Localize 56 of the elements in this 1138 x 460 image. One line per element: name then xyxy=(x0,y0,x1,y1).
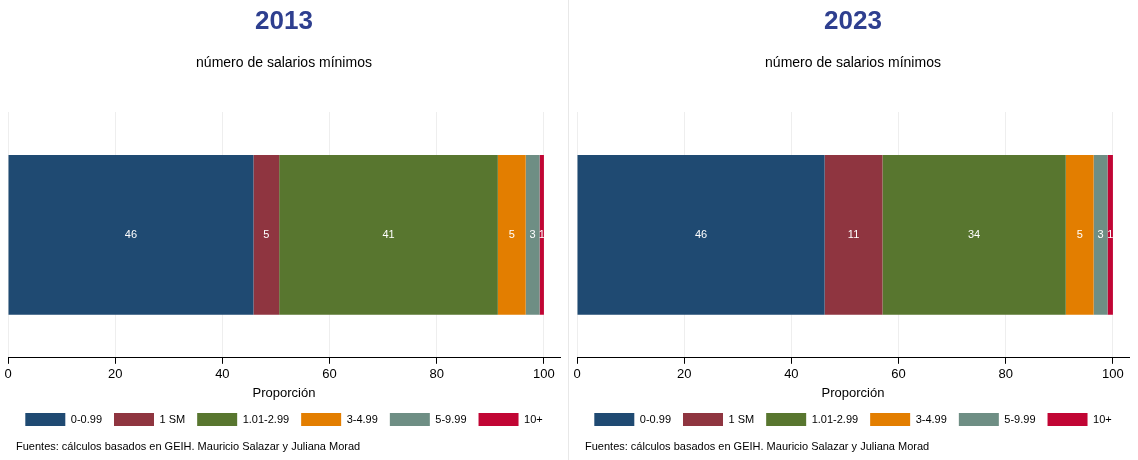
source-note: Fuentes: cálculos basados en GEIH. Mauricio Salazar y Juliana Morad xyxy=(585,440,930,452)
legend-label: 5-9.99 xyxy=(435,412,467,425)
chart-title: 2013 xyxy=(255,4,313,35)
bar xyxy=(577,155,825,315)
legend-label: 0-0.99 xyxy=(639,412,672,425)
x-tick-label: 60 xyxy=(891,366,906,382)
data-label: 5 xyxy=(263,227,270,240)
bar xyxy=(253,155,280,315)
data-label: 46 xyxy=(124,227,138,240)
source-note: Fuentes: cálculos basados en GEIH. Mauricio Salazar y Juliana Morad xyxy=(16,440,361,452)
data-label: 41 xyxy=(382,227,395,240)
data-label: 1 xyxy=(1107,227,1114,240)
x-tick-label: 60 xyxy=(322,366,337,382)
chart-title: 2023 xyxy=(824,4,882,35)
legend-label: 1 SM xyxy=(728,412,755,425)
data-label: 5 xyxy=(508,227,515,240)
legend-label: 10+ xyxy=(524,412,543,425)
bar xyxy=(539,155,544,315)
x-tick-label: 40 xyxy=(215,366,230,382)
x-tick-label: 20 xyxy=(107,366,123,382)
data-label: 1 xyxy=(538,227,545,240)
data-label: 34 xyxy=(967,227,981,240)
bar xyxy=(497,155,526,315)
bar xyxy=(1107,155,1113,315)
data-label: 5 xyxy=(1076,227,1083,240)
legend-label: 3-4.99 xyxy=(915,412,947,425)
x-tick-label: 40 xyxy=(784,366,799,382)
x-tick-label: 80 xyxy=(429,366,444,382)
bar xyxy=(525,155,540,315)
bar xyxy=(824,155,883,315)
chart-subtitle: número de salarios mínimos xyxy=(196,54,372,71)
legend-label: 3-4.99 xyxy=(346,412,378,425)
legend-label: 10+ xyxy=(1093,412,1112,425)
bar xyxy=(1093,155,1108,315)
x-tick-label: 20 xyxy=(676,366,692,382)
x-axis-title: Proporción xyxy=(252,384,316,400)
bar xyxy=(1065,155,1094,315)
bar xyxy=(8,155,254,315)
bar xyxy=(279,155,498,315)
legend-label: 5-9.99 xyxy=(1004,412,1036,425)
x-tick-label: 80 xyxy=(998,366,1013,382)
legend-label: 0-0.99 xyxy=(70,412,103,425)
data-label: 11 xyxy=(847,227,860,240)
x-tick-label: 100 xyxy=(533,366,555,382)
data-label: 3 xyxy=(1097,227,1104,240)
data-label: 3 xyxy=(529,227,536,240)
x-tick-label: 100 xyxy=(1102,366,1124,382)
legend-label: 1.01-2.99 xyxy=(242,412,290,425)
legend-label: 1 SM xyxy=(159,412,186,425)
bar xyxy=(882,155,1066,315)
x-axis-title: Proporción xyxy=(821,384,885,400)
x-tick-label: 0 xyxy=(573,366,581,382)
data-label: 46 xyxy=(694,227,708,240)
legend-label: 1.01-2.99 xyxy=(811,412,859,425)
chart-subtitle: número de salarios mínimos xyxy=(765,54,941,71)
x-tick-label: 0 xyxy=(4,366,12,382)
